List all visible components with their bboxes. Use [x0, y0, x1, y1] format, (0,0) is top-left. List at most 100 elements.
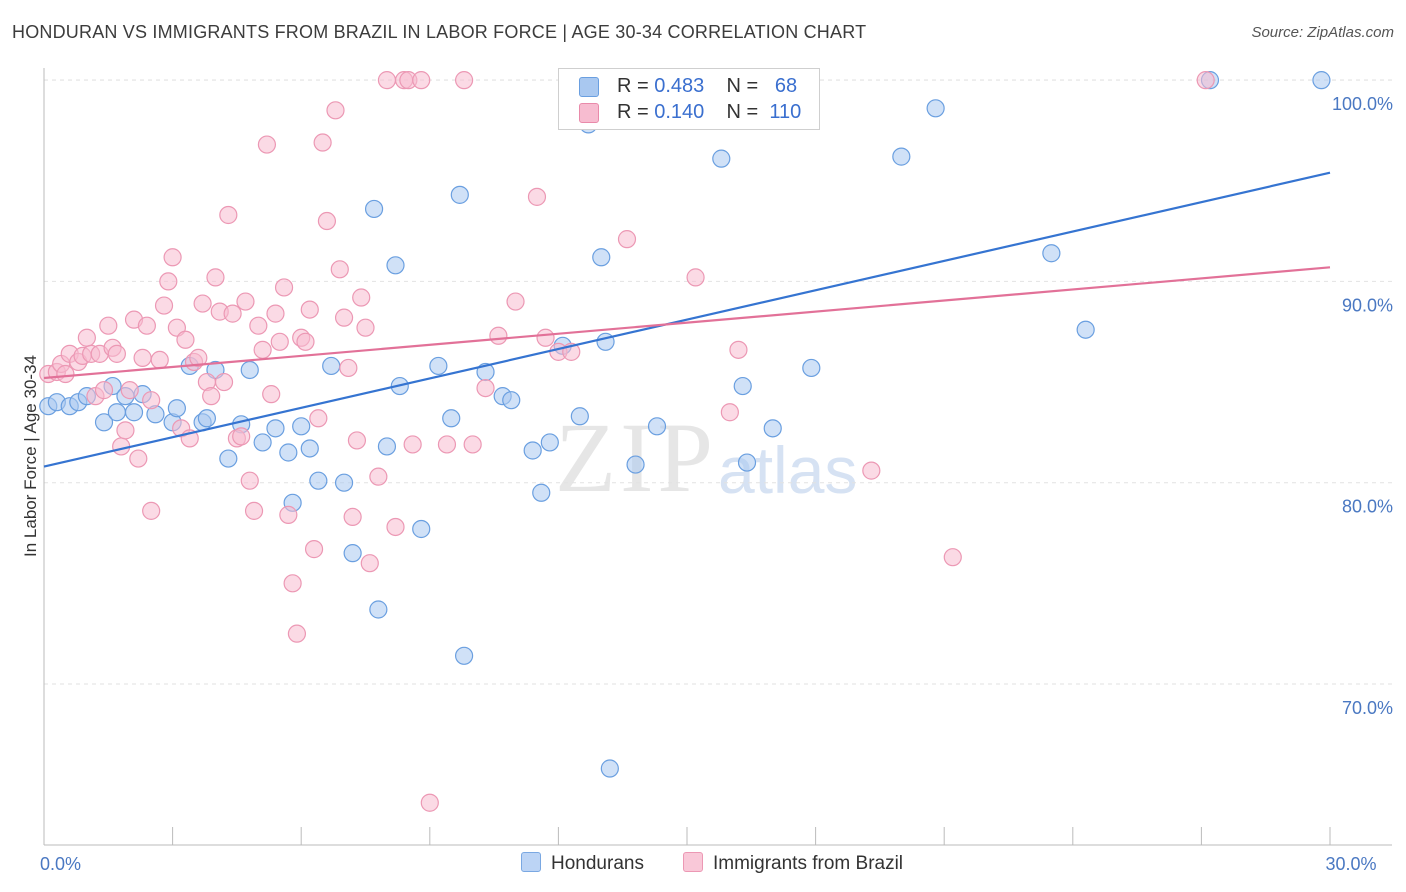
brazil-point [262, 385, 281, 404]
honduran-trend-line [43, 171, 1331, 468]
honduran-point [763, 419, 782, 438]
legend-n-label: N = [726, 101, 764, 123]
honduran-point [292, 417, 311, 436]
bottom-legend-label-hondurans: Hondurans [551, 853, 644, 874]
honduran-point [253, 433, 272, 452]
x-tick-label: 30.0% [1325, 854, 1376, 874]
honduran-point [219, 449, 238, 468]
honduran-point [626, 455, 645, 474]
honduran-point [712, 149, 731, 168]
honduran-point [364, 199, 384, 219]
brazil-point [236, 292, 255, 311]
honduran-point [377, 437, 397, 456]
honduran-point [322, 356, 341, 376]
brazil-point [266, 304, 285, 323]
brazil-point [159, 272, 178, 291]
brazil-point [330, 260, 349, 279]
honduran-point [570, 407, 589, 426]
brazil-point [163, 248, 182, 267]
brazil-point [244, 501, 264, 520]
honduran-point [926, 99, 945, 118]
brazil-point [489, 326, 508, 345]
honduran-point [369, 600, 388, 619]
brazil-trend-line [43, 266, 1331, 380]
honduran-point [647, 417, 667, 436]
honduran-point [523, 441, 542, 460]
brazil-point [189, 348, 208, 367]
bottom-legend-hondurans[interactable]: Hondurans [521, 852, 644, 875]
honduran-point [94, 413, 114, 432]
honduran-point [167, 399, 186, 418]
honduran-point [124, 403, 144, 422]
brazil-point [454, 71, 474, 90]
honduran-point [334, 473, 354, 492]
brazil-point [107, 344, 126, 363]
brazil-point [304, 540, 324, 559]
brazil-point [352, 288, 371, 307]
brazil-point [150, 350, 169, 370]
brazil-point [862, 461, 881, 480]
brazil-point [253, 340, 272, 359]
brazil-point [334, 308, 354, 327]
chart-title: HONDURAN VS IMMIGRANTS FROM BRAZIL IN LA… [12, 22, 867, 42]
brazil-point [193, 294, 212, 313]
brazil-point [420, 793, 439, 812]
honduran-point [343, 544, 362, 563]
brazil-point [943, 548, 962, 567]
honduran-point [737, 453, 757, 472]
honduran-point [540, 433, 559, 452]
honduran-point [600, 759, 619, 778]
honduran-point [266, 419, 285, 438]
brazil-point [219, 205, 238, 225]
y-tick-label: 90.0% [1342, 295, 1393, 315]
brazil-point [300, 300, 319, 319]
brazil-point [617, 230, 637, 249]
brazil-point [120, 381, 139, 400]
brazil-point [412, 71, 431, 90]
x-tick-label: 0.0% [40, 854, 81, 874]
brazil-point [270, 332, 289, 351]
brazil-point [133, 348, 152, 367]
brazil-point [176, 330, 195, 349]
brazil-point [116, 421, 135, 440]
legend-r-value: 0.140 [654, 101, 705, 123]
brazil-point [437, 435, 457, 454]
honduran-point [733, 376, 752, 396]
bottom-legend-brazil[interactable]: Immigrants from Brazil [683, 852, 903, 875]
brazil-point [309, 409, 328, 428]
brazil-point [356, 318, 375, 337]
honduran-point [386, 256, 405, 275]
legend-n-value: 110 [769, 101, 802, 123]
honduran-point [450, 185, 469, 204]
axes [43, 68, 1392, 846]
honduran-point [802, 358, 821, 378]
honduran-point [592, 248, 611, 267]
y-tick-label: 100.0% [1332, 94, 1393, 114]
brazil-point [326, 101, 345, 120]
brazil-point [527, 187, 547, 206]
honduran-point [892, 147, 911, 166]
brazil-point [686, 268, 705, 287]
brazil-point [369, 467, 388, 486]
brazil-point [142, 391, 161, 410]
bottom-legend-label-brazil: Immigrants from Brazil [713, 853, 904, 874]
honduran-point [1312, 71, 1331, 90]
source-credit: Source: ZipAtlas.com [1251, 24, 1394, 41]
y-axis-title: In Labor Force | Age 30-34 [21, 355, 40, 557]
honduran-point [1076, 320, 1095, 339]
brazil-point [339, 358, 358, 378]
gridlines [44, 79, 1392, 685]
brazil-point [249, 316, 268, 335]
brazil-point [317, 211, 337, 231]
honduran-point [240, 360, 259, 380]
honduran-point [454, 646, 474, 665]
brazil-point [137, 316, 156, 335]
brazil-point [112, 437, 131, 456]
brazil-point [202, 387, 221, 406]
honduran-point [1042, 244, 1061, 263]
brazil-point [240, 471, 259, 490]
brazil-point [154, 296, 174, 315]
brazil-point [274, 278, 294, 297]
honduran-point [107, 403, 126, 422]
legend-swatch-brazil [579, 103, 599, 123]
